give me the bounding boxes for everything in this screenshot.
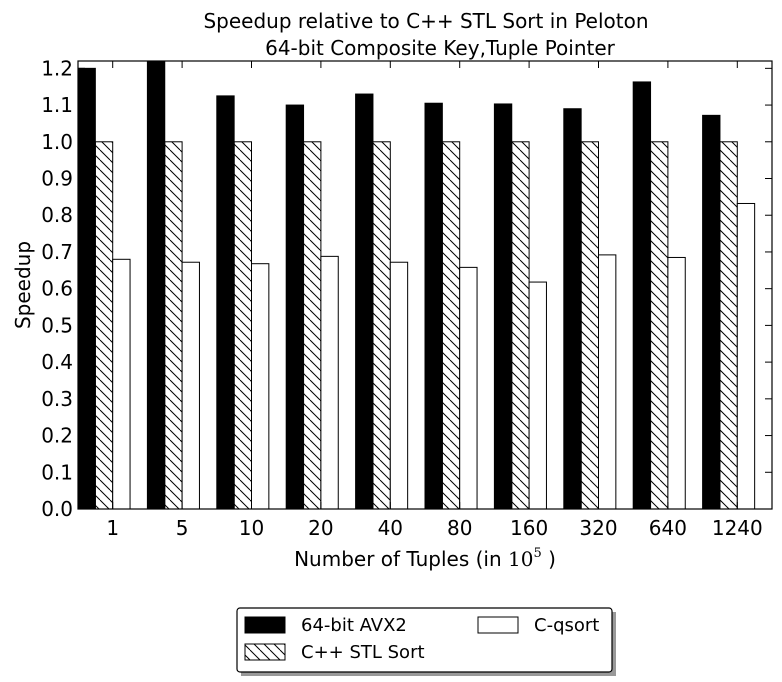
x-tick-label: 80	[447, 516, 472, 540]
y-tick-label: 0.9	[41, 167, 73, 191]
legend-label-c-stl-sort: C++ STL Sort	[301, 642, 425, 663]
y-tick-label: 0.2	[41, 424, 73, 448]
bar-64-bit-avx2-40	[355, 93, 374, 510]
x-tick-label: 160	[510, 516, 548, 540]
legend-label-c-qsort: C-qsort	[534, 615, 599, 636]
legend: 64-bit AVX2 C++ STL Sort C-qsort	[236, 607, 616, 676]
bar-c-stl-sort-1	[94, 141, 114, 510]
bar-c-stl-sort-20	[303, 141, 322, 510]
y-tick-label: 1.2	[41, 56, 73, 80]
legend-swatch-64-bit-avx2	[244, 616, 286, 634]
bar-c-qsort-20	[320, 255, 339, 510]
y-tick-label: 0.6	[41, 277, 73, 301]
y-tick-label: 1.1	[41, 93, 73, 117]
x-axis-label-exponent: 5	[533, 546, 541, 561]
svg-text:Speedup: Speedup	[11, 241, 35, 329]
bar-64-bit-avx2-20	[285, 104, 305, 510]
x-tick-label: 10	[239, 516, 264, 540]
y-tick-label: 0.8	[41, 203, 73, 227]
x-tick-label: 1240	[712, 516, 763, 540]
x-tick-label: 5	[176, 516, 189, 540]
bar-64-bit-avx2-80	[424, 102, 443, 510]
y-tick-label: 1.0	[41, 130, 73, 154]
y-tick-label: 0.1	[41, 460, 73, 484]
bar-64-bit-avx2-5	[146, 60, 166, 510]
plot-area: 0.0 0.1 0.2 0.3 0.4 0.5 0.6 0.7 0.8 0.9 1.0 1.1 1.2 1…	[41, 56, 772, 540]
bar-c-stl-sort-10	[233, 141, 252, 510]
y-tick-label: 0.3	[41, 387, 73, 411]
bar-64-bit-avx2-160	[493, 103, 513, 510]
bar-c-qsort-10	[251, 263, 270, 510]
bar-c-stl-sort-320	[580, 141, 600, 510]
bar-c-stl-sort-5	[164, 141, 183, 510]
legend-label-64-bit-avx2: 64-bit AVX2	[301, 615, 407, 636]
bar-c-qsort-40	[389, 261, 409, 510]
legend-swatch-c-stl-sort	[244, 643, 286, 661]
bar-64-bit-avx2-640	[632, 81, 652, 510]
y-tick-label: 0.4	[41, 350, 73, 374]
bar-c-qsort-1	[112, 258, 131, 510]
y-axis-label: Speedup	[11, 241, 35, 329]
x-axis-label-text: Number of Tuples (in	[294, 547, 508, 571]
x-axis-label: Number of Tuples (in 105 )	[294, 546, 556, 571]
chart-title: Speedup relative to C++ STL Sort in Pelo…	[203, 9, 648, 33]
x-tick-label: 1	[106, 516, 119, 540]
x-tick-label: 640	[649, 516, 687, 540]
y-tick-label: 0.0	[41, 497, 73, 521]
bar-c-qsort-320	[598, 254, 617, 510]
bar-c-qsort-640	[667, 256, 686, 510]
chart-subtitle: 64-bit Composite Key,Tuple Pointer	[265, 36, 616, 60]
x-tick-label: 40	[378, 516, 403, 540]
plot-frame	[77, 60, 773, 510]
x-tick-label: 20	[308, 516, 333, 540]
bar-c-stl-sort-40	[372, 141, 391, 510]
x-tick-label: 320	[579, 516, 617, 540]
legend-swatch-c-qsort	[477, 616, 519, 634]
bar-c-qsort-1240	[736, 202, 756, 510]
bar-c-qsort-80	[459, 266, 478, 510]
bar-c-qsort-160	[528, 281, 547, 510]
x-axis-label-end: )	[542, 547, 556, 571]
bar-c-stl-sort-1240	[719, 141, 738, 510]
bar-c-qsort-5	[181, 261, 200, 510]
bar-c-stl-sort-80	[441, 141, 461, 510]
bar-64-bit-avx2-1240	[702, 114, 721, 510]
bar-64-bit-avx2-10	[216, 95, 235, 510]
bar-c-stl-sort-160	[511, 141, 530, 510]
bar-64-bit-avx2-320	[563, 108, 582, 510]
bar-c-stl-sort-640	[650, 141, 669, 510]
y-tick-label: 0.5	[41, 313, 73, 337]
y-tick-label: 0.7	[41, 240, 73, 264]
x-axis-label-base: 10	[508, 547, 533, 571]
